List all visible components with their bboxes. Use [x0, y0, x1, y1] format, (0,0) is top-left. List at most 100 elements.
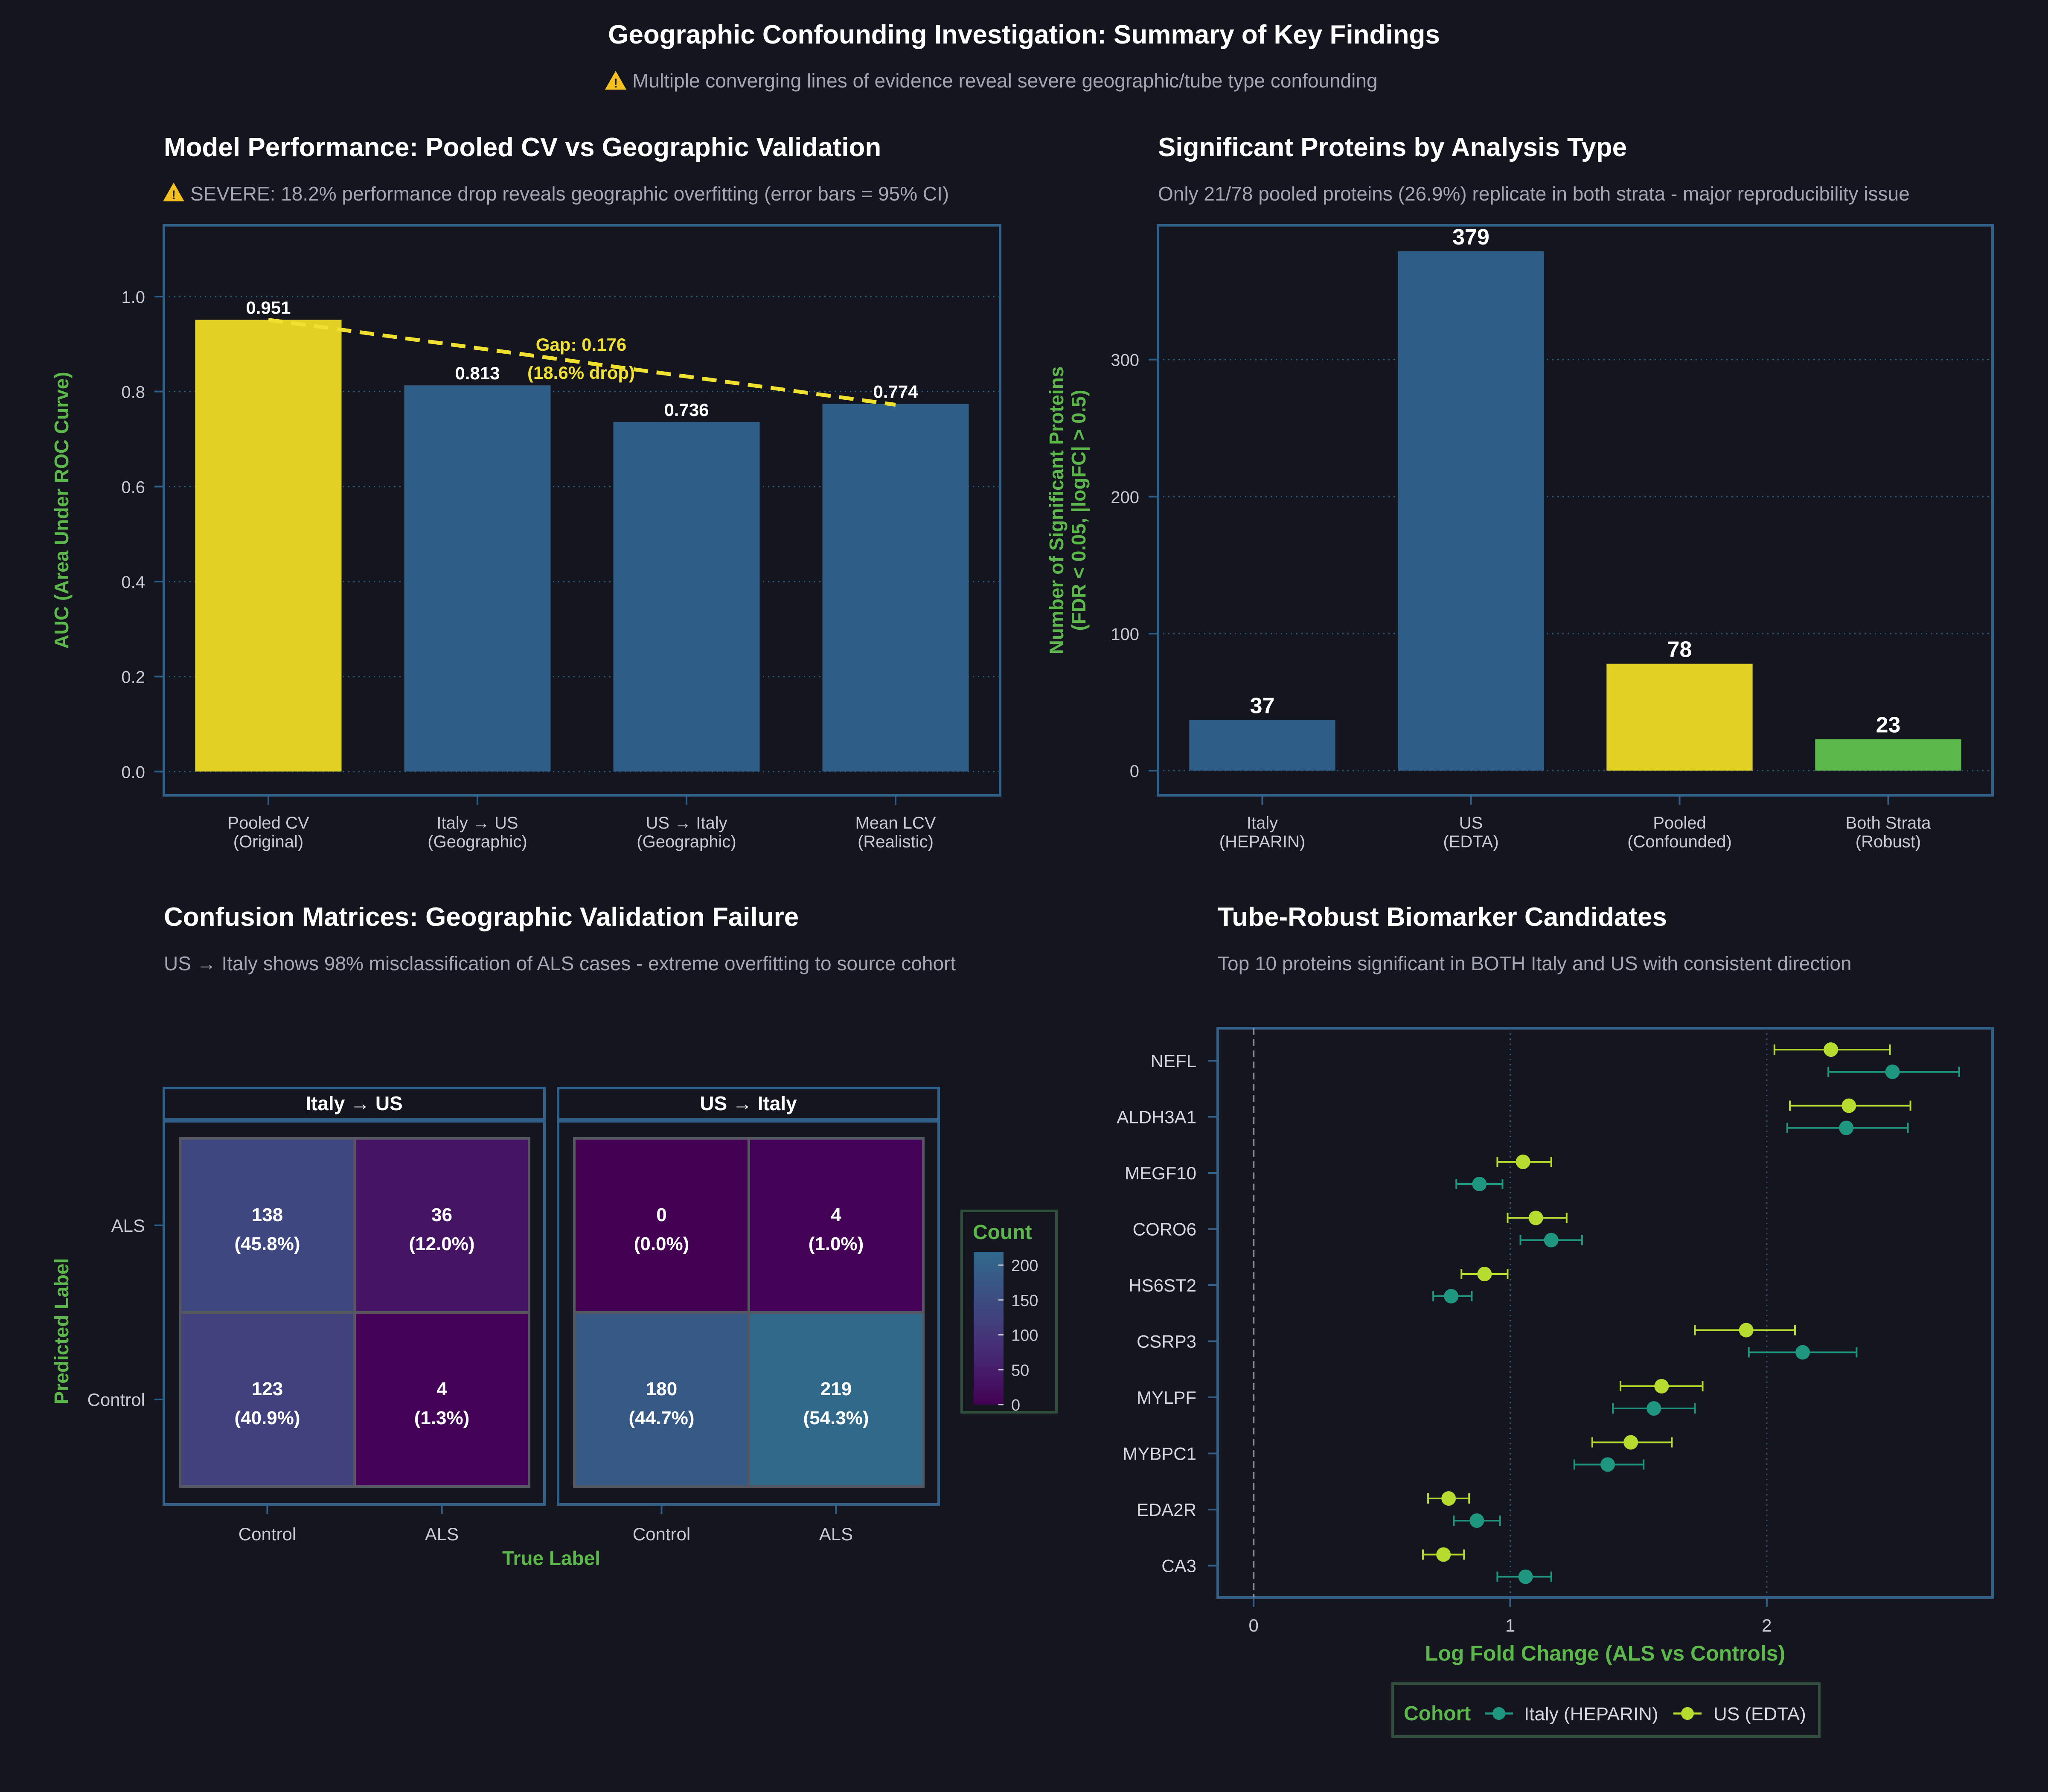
- panel1-frame: [163, 224, 1001, 797]
- p1-xtick-label: (Original): [233, 832, 303, 851]
- matrix-cell-percent: (1.3%): [414, 1408, 470, 1428]
- biomarker-point-us: [1773, 1042, 1891, 1057]
- panel1-title: Model Performance: Pooled CV vs Geograph…: [164, 133, 881, 162]
- protein-label: NEFL: [1151, 1051, 1196, 1071]
- p1-value-label: 0.813: [455, 363, 500, 383]
- p1-bar: [195, 320, 342, 772]
- biomarker-point-us: [1496, 1155, 1552, 1169]
- point-marker: [1795, 1345, 1810, 1360]
- panel1-subtitle-text: SEVERE: 18.2% performance drop reveals g…: [190, 183, 949, 205]
- matrix-frame: [163, 1120, 546, 1506]
- protein-label: CA3: [1161, 1556, 1196, 1576]
- p1-ytick-label: 0.0: [121, 763, 145, 782]
- p1-ytick-label: 0.4: [121, 573, 145, 592]
- matrix-cell: [353, 1311, 530, 1488]
- protein-label: MEGF10: [1125, 1163, 1196, 1183]
- biomarker-point-italy: [1612, 1401, 1696, 1416]
- matrix-cell: [179, 1137, 356, 1314]
- p2-xtick-label: (HEPARIN): [1219, 832, 1305, 851]
- panel2-title: Significant Proteins by Analysis Type: [1158, 133, 1627, 162]
- protein-label: MYBPC1: [1123, 1444, 1196, 1464]
- biomarker-point-us: [1460, 1267, 1509, 1281]
- matrix-title: Italy → US: [305, 1092, 403, 1114]
- matrix-cell-count: 4: [831, 1204, 841, 1225]
- point-marker: [1839, 1120, 1854, 1135]
- biomarker-point-us: [1694, 1323, 1796, 1338]
- colorbar-tick-label: 50: [1011, 1361, 1029, 1379]
- point-marker: [1544, 1233, 1559, 1248]
- p4-xtick-label: 1: [1505, 1615, 1515, 1635]
- panel4-subtitle: Top 10 proteins significant in BOTH Ital…: [1218, 952, 1852, 975]
- biomarker-point-us: [1422, 1547, 1465, 1562]
- p1-xtick-label: Italy → US: [436, 814, 518, 832]
- point-marker: [1841, 1098, 1856, 1113]
- matrix-cell: [353, 1137, 530, 1314]
- p1-ytick-label: 1.0: [121, 288, 145, 307]
- significant-proteins-panel: Significant Proteins by Analysis Type On…: [1045, 133, 1994, 851]
- point-marker: [1516, 1155, 1530, 1169]
- p4-xtick-label: 0: [1249, 1615, 1259, 1635]
- p2-xtick-label: Pooled: [1653, 814, 1706, 832]
- point-marker: [1739, 1323, 1754, 1338]
- p2-ytick-label: 200: [1111, 488, 1139, 507]
- panel4-title: Tube-Robust Biomarker Candidates: [1218, 902, 1667, 932]
- p1-bar: [613, 422, 760, 772]
- matrix-cell: [573, 1137, 750, 1314]
- panel2-y-axis-label-line2: (FDR < 0.05, |logFC| > 0.5): [1068, 390, 1090, 631]
- p2-bar: [1815, 739, 1961, 771]
- biomarker-point-italy: [1748, 1345, 1858, 1360]
- point-marker: [1623, 1435, 1638, 1450]
- matrix-cell-percent: (0.0%): [634, 1233, 689, 1254]
- colorbar-gradient: [974, 1252, 1004, 1405]
- point-marker: [1647, 1401, 1661, 1416]
- p1-value-label: 0.951: [246, 298, 291, 318]
- biomarker-point-us: [1620, 1379, 1704, 1393]
- performance-gap-label: Gap: 0.176: [536, 335, 626, 355]
- matrix-cell: [748, 1137, 925, 1314]
- panel2-frame: [1157, 224, 1994, 797]
- point-marker: [1600, 1457, 1615, 1472]
- p2-xtick-label: (EDTA): [1443, 832, 1498, 851]
- point-marker: [1472, 1177, 1487, 1191]
- biomarker-point-us: [1789, 1098, 1911, 1113]
- biomarker-point-italy: [1519, 1233, 1583, 1248]
- matrix-title-strip: [557, 1087, 940, 1121]
- biomarker-point-italy: [1455, 1177, 1504, 1191]
- legend-label-italy: Italy (HEPARIN): [1524, 1704, 1658, 1725]
- page-subtitle: ! Multiple converging lines of evidence …: [605, 70, 1378, 92]
- matrix-title-strip: [163, 1087, 546, 1121]
- biomarker-point-italy: [1827, 1065, 1960, 1079]
- p1-xtick-label: Mean LCV: [855, 814, 936, 832]
- biomarker-point-italy: [1496, 1569, 1552, 1584]
- protein-label: CSRP3: [1137, 1332, 1196, 1352]
- performance-gap-line: [268, 318, 896, 407]
- count-colorbar: Count 0 50 100 150 200: [960, 1210, 1058, 1414]
- matrix-xtick-label: Control: [239, 1524, 296, 1544]
- point-marker: [1436, 1547, 1451, 1562]
- matrix-cell-count: 123: [252, 1379, 283, 1399]
- p2-ytick-label: 100: [1111, 625, 1139, 644]
- biomarker-point-us: [1507, 1210, 1568, 1225]
- svg-text:!: !: [172, 188, 176, 202]
- warning-icon: !: [163, 183, 184, 202]
- colorbar-tick-label: 0: [1011, 1396, 1020, 1414]
- biomarker-point-italy: [1453, 1513, 1501, 1528]
- p2-value-label: 379: [1452, 225, 1489, 250]
- p2-bar: [1398, 251, 1544, 771]
- protein-label: ALDH3A1: [1117, 1107, 1196, 1127]
- p1-ytick-label: 0.8: [121, 383, 145, 402]
- matrix-cell-count: 36: [431, 1204, 452, 1225]
- panel2-y-axis-label-line1: Number of Significant Proteins: [1045, 367, 1068, 655]
- panel2-subtitle: Only 21/78 pooled proteins (26.9%) repli…: [1158, 183, 1910, 205]
- cohort-legend: Cohort Italy (HEPARIN) US (EDTA): [1391, 1682, 1821, 1738]
- p1-xtick-label: (Geographic): [428, 832, 527, 851]
- colorbar-tick-label: 200: [1011, 1257, 1038, 1275]
- matrix-cell-count: 138: [252, 1204, 283, 1225]
- matrix-xtick-label: Control: [633, 1524, 690, 1544]
- p1-xtick-label: Pooled CV: [227, 814, 309, 832]
- panel4-frame: [1216, 1027, 1994, 1599]
- matrix-xtick-label: ALS: [819, 1524, 853, 1544]
- biomarker-point-italy: [1573, 1457, 1645, 1472]
